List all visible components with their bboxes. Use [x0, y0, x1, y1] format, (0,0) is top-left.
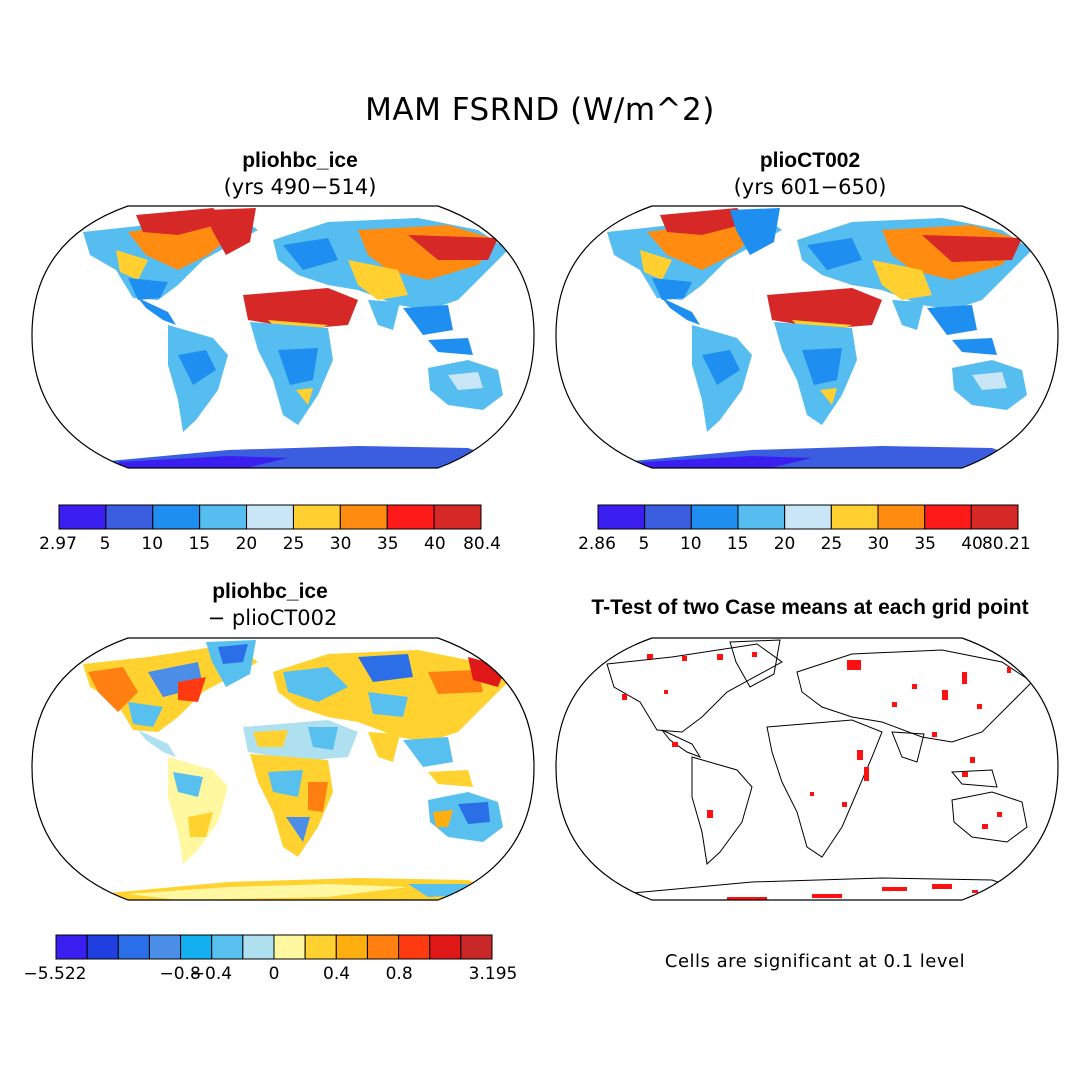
colorbar-swatch: [58, 504, 107, 530]
colorbar-swatch: [830, 504, 879, 530]
cb3-label: −0.4: [190, 964, 233, 984]
cb2-label: 5: [638, 534, 650, 554]
cb1-label: 80.4: [463, 534, 501, 554]
colorbar-swatch: [152, 504, 201, 530]
cb3-label: 0: [268, 964, 280, 984]
colorbar-swatch: [784, 504, 832, 530]
colorbar-swatch: [429, 934, 462, 960]
panel1-map: [31, 205, 535, 469]
cb1-label: 25: [282, 534, 305, 554]
panel2-map: [555, 205, 1059, 469]
panel2-colorbar: [597, 504, 1019, 530]
colorbar-swatch: [117, 934, 150, 960]
colorbar-swatch: [335, 934, 368, 960]
cb2-label: 80.21: [981, 534, 1031, 554]
colorbar-swatch: [366, 934, 400, 960]
colorbar-swatch: [211, 934, 244, 960]
panel1-colorbar-labels: 2.97 5 10 15 20 25 30 35 40 80.4: [39, 534, 501, 556]
panel4-note: Cells are significant at 0.1 level: [664, 951, 966, 972]
cb3-label: 0.8: [385, 964, 413, 984]
cb1-label: 40: [424, 534, 446, 554]
cb2-label: 20: [773, 534, 796, 554]
colorbar-swatch: [597, 504, 646, 530]
colorbar-swatch: [148, 934, 182, 960]
panel3-colorbar-labels: −5.522 −0.8 −0.4 0 0.4 0.8 3.195: [24, 964, 518, 986]
colorbar-swatch: [199, 504, 248, 530]
cb2-label: 35: [914, 534, 937, 554]
panel4-title: T-Test of two Case means at each grid po…: [591, 596, 1029, 619]
colorbar-swatch: [55, 934, 88, 960]
cb2-label: 25: [820, 534, 843, 554]
cb1-label: 30: [329, 534, 352, 554]
panel3-map: [31, 637, 535, 901]
colorbar-swatch: [398, 934, 431, 960]
colorbar-swatch: [690, 504, 739, 530]
colorbar-swatch: [105, 504, 154, 530]
colorbar-swatch: [460, 934, 493, 960]
panel2-title: plioCT002: [759, 149, 861, 172]
cb1-label: 5: [99, 534, 111, 554]
cb1-label: 10: [141, 534, 164, 554]
cb1-label: 20: [235, 534, 258, 554]
panel1-colorbar: [58, 504, 482, 530]
cb3-label: −5.522: [23, 964, 87, 984]
colorbar-swatch: [246, 504, 294, 530]
colorbar-swatch: [242, 934, 275, 960]
colorbar-swatch: [970, 504, 1019, 530]
colorbar-swatch: [180, 934, 213, 960]
colorbar-swatch: [304, 934, 337, 960]
cb2-label: 10: [679, 534, 702, 554]
panel1-title: pliohbc_ice: [242, 149, 358, 172]
panel3-title: pliohbc_ice: [212, 580, 328, 603]
cb1-label: 15: [188, 534, 211, 554]
panel3-subtitle: − plioCT002: [207, 606, 338, 630]
colorbar-swatch: [386, 504, 435, 530]
cb1-label: 2.97: [39, 534, 77, 554]
colorbar-swatch: [644, 504, 692, 530]
panel1-subtitle: (yrs 490−514): [223, 175, 377, 199]
cb3-label: 0.4: [323, 964, 351, 984]
panel2-subtitle: (yrs 601−650): [733, 175, 887, 199]
figure-title: MAM FSRND (W/m^2): [365, 92, 715, 128]
colorbar-swatch: [433, 504, 482, 530]
cb2-label: 2.86: [578, 534, 616, 554]
cb2-label: 30: [867, 534, 890, 554]
colorbar-swatch: [877, 504, 926, 530]
panel4-map: [555, 637, 1059, 901]
panel2-colorbar-labels: 2.86 5 10 15 20 25 30 35 40 80.21: [578, 534, 1031, 556]
colorbar-swatch: [292, 504, 341, 530]
colorbar-swatch: [924, 504, 972, 530]
panel3-colorbar: [55, 934, 493, 960]
cb2-label: 40: [961, 534, 983, 554]
colorbar-swatch: [737, 504, 786, 530]
cb1-label: 35: [376, 534, 399, 554]
colorbar-swatch: [273, 934, 306, 960]
colorbar-swatch: [86, 934, 119, 960]
colorbar-swatch: [339, 504, 388, 530]
cb3-label: 3.195: [468, 964, 518, 984]
cb2-label: 15: [726, 534, 749, 554]
cb3-label: −0.8: [159, 964, 201, 984]
